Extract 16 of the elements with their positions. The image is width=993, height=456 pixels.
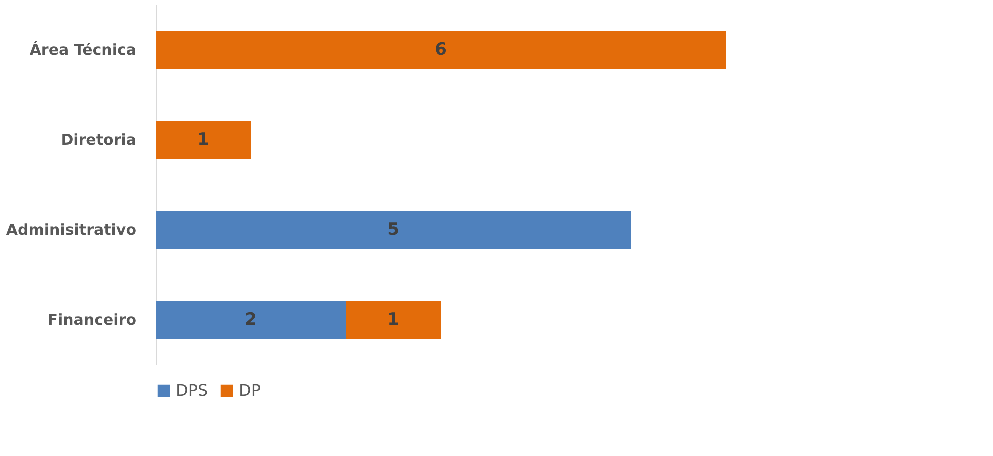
bar [156,31,726,69]
y-tick-label: Área Técnica [30,41,136,59]
bar [156,211,631,249]
data-label: 1 [388,310,400,330]
y-tick-label: Financeiro [48,311,136,329]
y-tick-label: Diretoria [61,131,136,149]
legend-label: DPS [176,381,208,400]
bar [346,301,441,339]
data-label: 2 [245,310,257,330]
bar [156,301,346,339]
data-label: 5 [388,220,400,240]
y-tick-label: Adminisitrativo [6,221,136,239]
data-label: 6 [435,40,447,60]
data-label: 1 [198,130,210,150]
legend-label: DP [239,381,262,400]
bar [156,121,251,159]
